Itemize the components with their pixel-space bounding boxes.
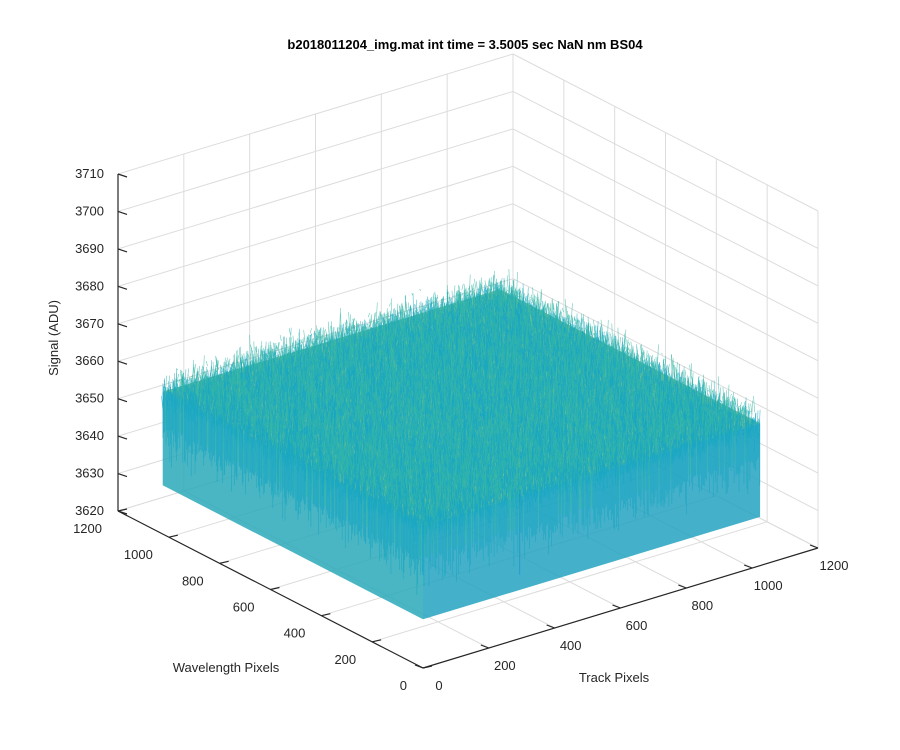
grid-line-zwall-left: [117, 165, 514, 287]
grid-line-floor-y: [372, 521, 768, 643]
surface-layer: [161, 268, 761, 620]
grid-line-zwall-right: [512, 240, 819, 399]
y-tick: [321, 613, 331, 617]
y-tick: [270, 586, 280, 591]
y-tick-label: 200: [334, 652, 356, 667]
grid-line-zwall-right: [512, 53, 819, 212]
x-tick-label: 1000: [754, 578, 783, 593]
x-tick-label: 1200: [820, 558, 849, 573]
y-tick: [422, 665, 433, 669]
z-tick-label: 3660: [75, 353, 104, 368]
grid-line-zwall-right: [512, 128, 819, 287]
grid-line-zwall-left: [117, 53, 514, 175]
z-tick: [117, 435, 128, 440]
y-tick-label: 1000: [124, 547, 153, 562]
surface-strokes: [411, 399, 744, 515]
z-tick-label: 3710: [75, 166, 104, 181]
z-tick: [117, 173, 128, 178]
z-tick-label: 3680: [75, 278, 104, 293]
grid-line-zwall-right: [512, 90, 819, 249]
x-tick: [678, 584, 687, 589]
grid-line-zwall-right: [512, 203, 819, 362]
z-tick-label: 3650: [75, 391, 104, 406]
x-tick-label: 0: [435, 678, 442, 693]
x-tick: [809, 544, 819, 549]
grid-line-zwall-right: [512, 165, 819, 324]
z-tick-label: 3670: [75, 316, 104, 331]
z-tick-label: 3630: [75, 466, 104, 481]
y-axis-label: Wavelength Pixels: [173, 660, 280, 675]
grid-line-zwall-left: [117, 240, 514, 362]
z-tick: [117, 210, 128, 216]
x-tick: [612, 604, 621, 609]
z-tick: [117, 248, 128, 253]
grid-line-zwall-left: [117, 203, 514, 325]
z-tick-label: 3620: [75, 503, 104, 518]
grid-line-zwall-left: [117, 90, 514, 212]
x-tick-label: 200: [494, 658, 516, 673]
y-tick: [117, 508, 128, 512]
y-tick-label: 400: [284, 626, 306, 641]
x-tick-label: 800: [691, 598, 713, 613]
z-tick: [117, 510, 128, 515]
z-tick: [117, 398, 128, 403]
x-tick: [546, 624, 555, 629]
z-tick: [117, 360, 128, 365]
y-tick-label: 0: [400, 678, 407, 693]
z-tick: [117, 285, 128, 290]
x-tick-label: 400: [560, 638, 582, 653]
y-tick-label: 1200: [73, 521, 102, 536]
chart-title: b2018011204_img.mat int time = 3.5005 se…: [287, 37, 643, 52]
z-tick-label: 3640: [75, 428, 104, 443]
z-tick-label: 3690: [75, 241, 104, 256]
y-tick-label: 600: [233, 600, 255, 615]
surface-strokes: [409, 400, 747, 517]
y-tick: [372, 639, 382, 643]
x-tick: [414, 664, 424, 669]
z-tick: [117, 323, 128, 328]
y-tick-label: 800: [182, 573, 204, 588]
y-tick: [168, 534, 178, 538]
z-axis-label: Signal (ADU): [46, 300, 61, 376]
z-tick: [117, 472, 128, 478]
x-tick: [480, 644, 490, 649]
x-tick-label: 600: [626, 618, 648, 633]
x-tick: [743, 564, 753, 569]
z-tick-label: 3700: [75, 203, 104, 218]
y-tick: [219, 560, 229, 564]
ticks-layer: 0 200 400 600 800 1000 1200 0 200 400 600 800 1000 12…: [73, 166, 848, 693]
x-axis-label: Track Pixels: [579, 670, 650, 685]
grid-line-zwall-left: [117, 128, 514, 250]
